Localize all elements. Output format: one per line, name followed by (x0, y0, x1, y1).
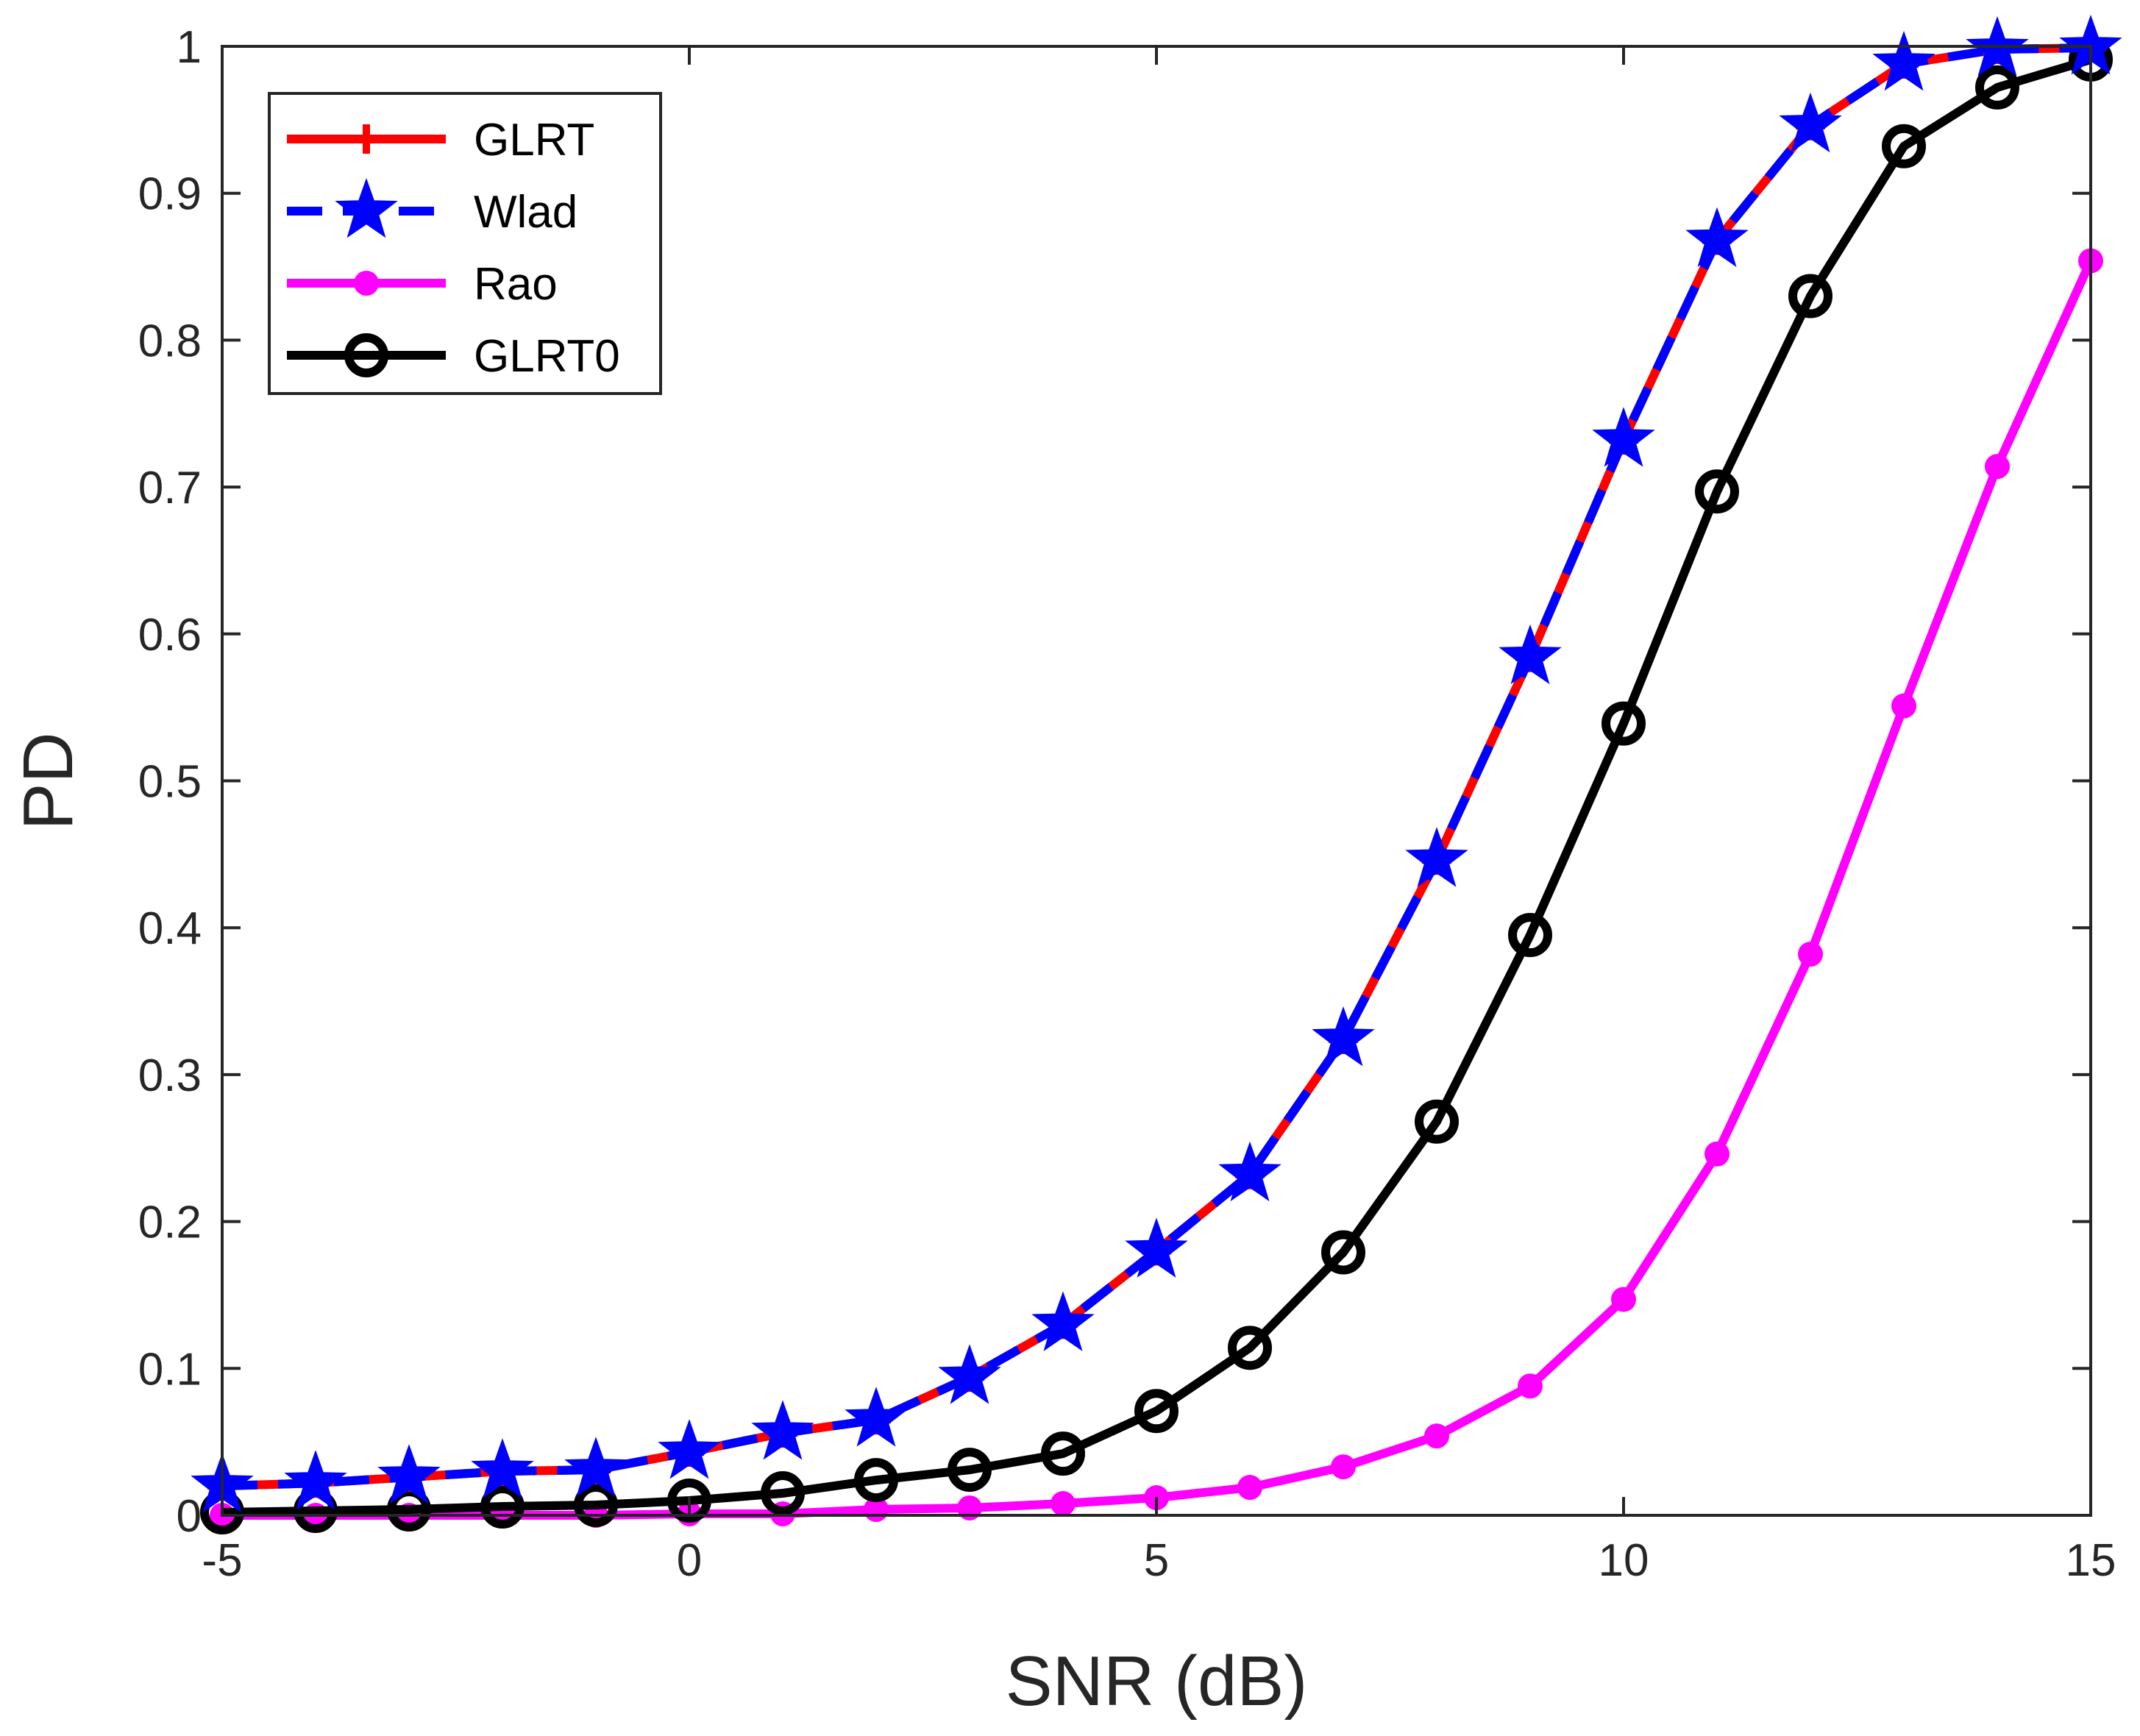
data-point-rao (1424, 1423, 1449, 1449)
data-point-glrt0 (761, 1471, 805, 1516)
data-point-rao (1331, 1454, 1356, 1480)
data-point-wlad (377, 1444, 441, 1504)
y-tick-label: 0.2 (138, 1198, 202, 1248)
data-point-wlad (1685, 207, 1749, 268)
data-point-wlad (1779, 92, 1842, 153)
y-axis-label: PD (9, 732, 88, 830)
data-point-rao (1611, 1287, 1636, 1312)
legend: GLRT Wlad Rao GLRT0 (268, 92, 662, 395)
data-point-wlad (1218, 1141, 1281, 1202)
data-point-glrt0 (1602, 701, 1646, 746)
y-tick-label: 0.1 (138, 1344, 202, 1395)
data-point-glrt0 (667, 1479, 711, 1523)
y-tick-label: 0.9 (138, 169, 202, 220)
legend-label: Wlad (474, 187, 577, 238)
data-point-rao (1798, 942, 1823, 967)
data-point-rao (1985, 454, 2010, 480)
data-point-glrt0 (948, 1448, 992, 1493)
data-point-wlad (284, 1450, 347, 1510)
data-point-glrt0 (1321, 1230, 1365, 1275)
legend-label: GLRT (474, 115, 594, 166)
y-tick-label: 0.6 (138, 610, 202, 661)
legend-entry-glrt: GLRT (287, 115, 594, 166)
data-point-glrt0 (1788, 274, 1832, 319)
x-tick-label: 15 (2066, 1535, 2116, 1586)
data-point-wlad (471, 1438, 534, 1498)
legend-swatch-marker (344, 333, 388, 377)
data-point-rao (1891, 693, 1916, 719)
data-point-glrt0 (1508, 913, 1552, 958)
y-tick-label: 0.8 (138, 316, 202, 366)
data-point-wlad (1405, 827, 1468, 887)
legend-swatch-marker (354, 271, 379, 296)
legend-entry-glrt0: GLRT0 (287, 331, 620, 382)
data-point-wlad (845, 1387, 908, 1447)
data-point-wlad (1499, 624, 1562, 685)
data-point-wlad (658, 1419, 721, 1479)
data-point-glrt0 (1415, 1099, 1459, 1144)
y-tick-label: 0 (177, 1491, 202, 1542)
data-point-rao (1237, 1475, 1262, 1501)
y-tick-label: 1 (177, 22, 202, 73)
x-tick-label: -5 (202, 1535, 242, 1586)
x-tick-label: 10 (1599, 1535, 1649, 1586)
data-point-glrt0 (1228, 1326, 1272, 1370)
data-point-glrt0 (1882, 124, 1926, 168)
series-glrt0 (200, 37, 2113, 1535)
series-line-glrt0 (221, 55, 2092, 1517)
legend-entry-wlad: Wlad (287, 178, 577, 238)
data-point-rao (1518, 1373, 1543, 1399)
data-point-rao (1704, 1141, 1730, 1167)
data-point-rao (1051, 1491, 1076, 1517)
data-point-wlad (1592, 407, 1655, 467)
data-point-glrt0 (480, 1484, 525, 1529)
x-tick-label: 5 (1144, 1535, 1169, 1586)
y-tick-label: 0.7 (138, 463, 202, 513)
data-point-glrt0 (1134, 1389, 1179, 1434)
data-point-wlad (1125, 1217, 1188, 1278)
data-point-wlad (1312, 1006, 1375, 1067)
data-point-wlad (938, 1344, 1001, 1404)
data-point-glrt0 (1975, 65, 2019, 110)
legend-label: Rao (474, 259, 558, 310)
legend-swatch-marker (335, 178, 398, 238)
legend-label: GLRT0 (474, 331, 620, 382)
legend-entry-rao: Rao (287, 259, 558, 310)
data-point-wlad (1872, 31, 1935, 91)
data-point-wlad (1031, 1291, 1095, 1351)
data-point-wlad (564, 1437, 628, 1497)
data-point-wlad (751, 1400, 814, 1460)
series-line-wlad (221, 43, 2091, 1491)
data-point-glrt0 (854, 1458, 898, 1503)
x-axis-label: SNR (dB) (1006, 1642, 1308, 1721)
y-tick-label: 0.3 (138, 1050, 202, 1101)
y-tick-label: 0.5 (138, 757, 202, 808)
y-tick-label: 0.4 (138, 903, 202, 954)
legend-swatch-marker (352, 124, 381, 154)
data-point-glrt0 (574, 1483, 618, 1528)
x-tick-label: 0 (677, 1535, 702, 1586)
data-point-glrt0 (1695, 469, 1739, 514)
data-point-glrt0 (1041, 1431, 1085, 1476)
